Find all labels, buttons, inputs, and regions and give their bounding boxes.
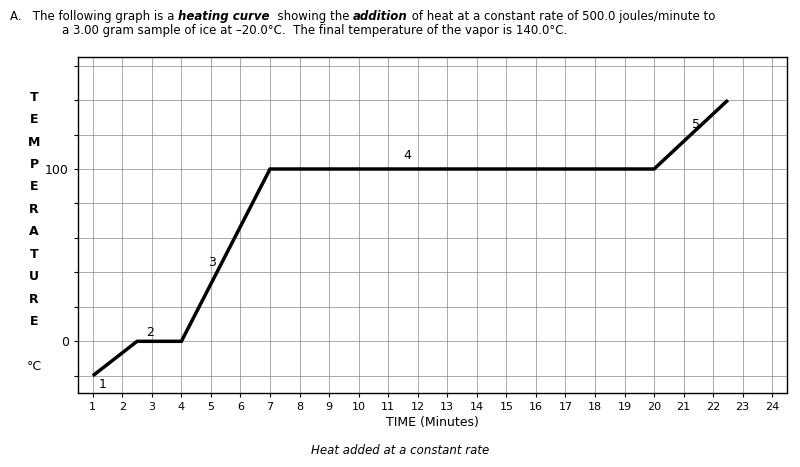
- Text: E: E: [30, 180, 38, 193]
- Text: heating curve: heating curve: [178, 10, 270, 23]
- Text: of heat at a constant rate of 500.0 joules/minute to: of heat at a constant rate of 500.0 joul…: [408, 10, 715, 23]
- Text: U: U: [29, 270, 39, 283]
- Text: R: R: [29, 203, 39, 216]
- Text: R: R: [29, 292, 39, 305]
- Text: °C: °C: [26, 360, 42, 373]
- Text: T: T: [30, 248, 38, 261]
- Text: E: E: [30, 113, 38, 126]
- Text: Heat added at a constant rate: Heat added at a constant rate: [311, 444, 489, 457]
- X-axis label: TIME (Minutes): TIME (Minutes): [386, 416, 479, 429]
- Text: 4: 4: [403, 149, 411, 162]
- Text: addition: addition: [353, 10, 408, 23]
- Text: 2: 2: [146, 326, 154, 339]
- Text: 5: 5: [693, 118, 701, 131]
- Text: 1: 1: [98, 378, 106, 391]
- Text: T: T: [30, 91, 38, 104]
- Text: E: E: [30, 315, 38, 328]
- Text: showing the: showing the: [270, 10, 353, 23]
- Text: A: A: [29, 225, 39, 238]
- Text: A.   The following graph is a: A. The following graph is a: [10, 10, 178, 23]
- Text: a 3.00 gram sample of ice at –20.0°C.  The final temperature of the vapor is 140: a 3.00 gram sample of ice at –20.0°C. Th…: [62, 24, 567, 37]
- Text: 3: 3: [208, 255, 216, 269]
- Text: P: P: [30, 158, 38, 171]
- Text: M: M: [28, 135, 40, 149]
